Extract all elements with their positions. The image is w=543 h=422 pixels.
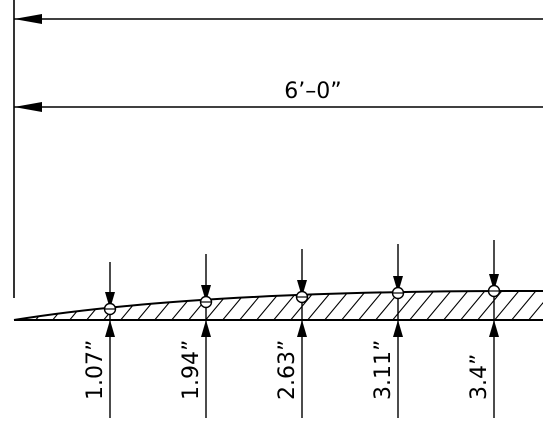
hatch-line (475, 290, 507, 320)
arrowhead-down-icon (393, 276, 403, 293)
hatch-line (339, 290, 371, 320)
station-1: 1.07” (83, 262, 117, 418)
hatch-line (305, 290, 337, 320)
station-label: 2.63” (275, 340, 300, 400)
station-label: 3.4” (467, 354, 492, 400)
arrowhead-left-icon (14, 102, 42, 112)
overall-dimension-label: 6’–0” (284, 79, 341, 104)
arrowhead-up-icon (297, 320, 307, 337)
hatch-line (50, 290, 82, 320)
arrowhead-down-icon (201, 285, 211, 302)
hatch-line (254, 290, 286, 320)
hatch-line (271, 290, 303, 320)
arrowhead-left-icon (14, 14, 42, 24)
station-2: 1.94” (179, 254, 213, 418)
hatch-line (220, 290, 252, 320)
hatch-line (322, 290, 354, 320)
section-top-curve (13, 289, 543, 321)
arrowhead-down-icon (297, 280, 307, 297)
hatch-line (14, 290, 31, 320)
hatch-line (509, 290, 541, 320)
station-5: 3.4” (467, 240, 501, 418)
hatch-line (492, 290, 524, 320)
hatched-section (13, 289, 543, 321)
overall-dimension-line (14, 102, 543, 112)
top-dimension-line (14, 14, 543, 24)
station-label: 3.11” (371, 340, 396, 400)
hatch-line (169, 290, 201, 320)
station-4: 3.11” (371, 244, 405, 418)
hatch-line (237, 290, 269, 320)
arrowhead-up-icon (489, 320, 499, 337)
hatch-line (526, 290, 543, 320)
station-label: 1.94” (179, 340, 204, 400)
arrowhead-down-icon (105, 292, 115, 309)
arrowhead-up-icon (105, 320, 115, 337)
arrowhead-up-icon (201, 320, 211, 337)
station-label: 1.07” (83, 340, 108, 400)
arrowhead-up-icon (393, 320, 403, 337)
arrowhead-down-icon (489, 274, 499, 291)
station-3: 2.63” (275, 249, 309, 418)
hatch-line (67, 290, 99, 320)
hatch-line (356, 290, 388, 320)
